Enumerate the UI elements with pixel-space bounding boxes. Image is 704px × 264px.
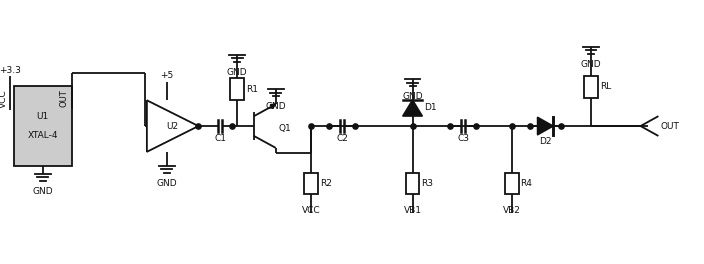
Bar bbox=[584, 76, 598, 98]
Text: C3: C3 bbox=[457, 134, 469, 143]
Text: +3.3: +3.3 bbox=[0, 65, 21, 74]
Text: U1: U1 bbox=[37, 112, 49, 121]
Text: R3: R3 bbox=[422, 179, 434, 188]
Text: OUT: OUT bbox=[60, 89, 68, 107]
Bar bbox=[505, 173, 519, 195]
Bar bbox=[406, 173, 420, 195]
Text: GND: GND bbox=[265, 102, 286, 111]
Text: +5: +5 bbox=[160, 72, 173, 81]
Text: GND: GND bbox=[227, 68, 247, 77]
Text: D1: D1 bbox=[425, 103, 437, 112]
Text: VCC: VCC bbox=[302, 206, 321, 215]
Polygon shape bbox=[403, 100, 422, 116]
Text: RL: RL bbox=[600, 82, 611, 91]
Text: D2: D2 bbox=[539, 137, 552, 146]
Bar bbox=[305, 173, 318, 195]
Text: R2: R2 bbox=[320, 179, 332, 188]
Polygon shape bbox=[270, 104, 276, 109]
Text: Q1: Q1 bbox=[279, 124, 291, 133]
Text: C1: C1 bbox=[214, 134, 226, 143]
Text: VB1: VB1 bbox=[403, 206, 422, 215]
Text: R4: R4 bbox=[520, 179, 532, 188]
Text: GND: GND bbox=[581, 60, 601, 69]
Text: VCC: VCC bbox=[0, 89, 8, 108]
Text: VB2: VB2 bbox=[503, 206, 521, 215]
Text: C2: C2 bbox=[337, 134, 348, 143]
Text: XTAL-4: XTAL-4 bbox=[27, 131, 58, 140]
Text: GND: GND bbox=[402, 92, 423, 101]
Polygon shape bbox=[147, 100, 199, 152]
Text: OUT: OUT bbox=[660, 121, 679, 131]
Polygon shape bbox=[537, 117, 553, 135]
Text: GND: GND bbox=[156, 178, 177, 188]
Text: GND: GND bbox=[32, 187, 53, 196]
Bar bbox=[14, 86, 72, 166]
Text: U2: U2 bbox=[167, 121, 179, 131]
Text: R1: R1 bbox=[246, 85, 258, 94]
Bar bbox=[230, 78, 244, 100]
